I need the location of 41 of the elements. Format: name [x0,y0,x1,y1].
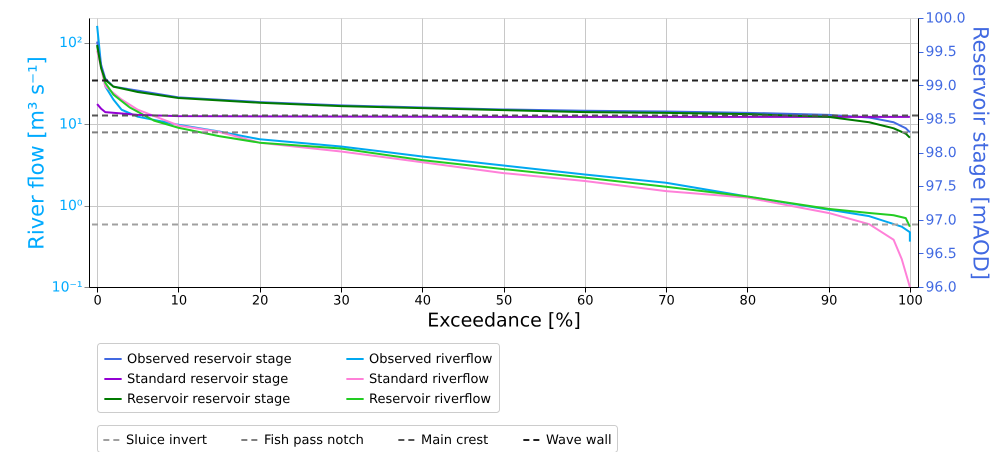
y2-tick-label: 99.0 [926,78,957,94]
legend-label: Main crest [421,433,488,448]
y2-tick-label: 97.0 [926,212,957,228]
legend-label: Observed riverflow [369,352,493,367]
x-tick-label: 30 [333,294,350,308]
line-series [96,24,911,243]
x-tick-label: 60 [577,294,594,308]
legend-label: Wave wall [546,433,612,448]
x-tick-label: 80 [740,294,756,308]
x-tick-label: 100 [898,294,923,308]
x-tick-label: 0 [93,294,102,308]
x-tick-label: 90 [820,294,838,308]
line-series [96,49,911,288]
line-series [96,103,911,118]
y2-tick-label: 98.0 [926,145,957,161]
legend-label: Standard reservoir stage [127,372,288,387]
y-tick-label: 10² [59,35,82,52]
y-tick-label: 10⁰ [59,198,83,214]
y2-tick-label: 98.5 [926,111,957,128]
x-tick-label: 10 [170,294,188,308]
y2-tick-label: 97.5 [926,178,957,195]
x-axis-title: Exceedance [%] [427,310,581,332]
legend-label: Observed reservoir stage [127,352,292,367]
legend-label: Reservoir reservoir stage [127,392,290,407]
legend-label: Fish pass notch [264,433,364,448]
line-series [96,45,911,228]
y2-tick-label: 96.5 [926,246,957,262]
legend-label: Sluice invert [126,433,207,448]
y2-tick-label: 96.0 [926,280,957,296]
y-tick-label: 10⁻¹ [52,280,82,296]
x-tick-label: 20 [252,294,268,308]
x-tick-label: 40 [414,294,431,308]
legend-label: Reservoir riverflow [369,392,492,407]
x-tick-label: 70 [658,294,675,308]
legend-label: Standard riverflow [369,372,490,387]
x-tick-label: 50 [496,294,512,308]
y-tick-label: 10¹ [59,116,82,133]
y2-tick-label: 99.5 [926,44,957,60]
y-axis-title: River flow [m³ s⁻¹] [24,56,49,250]
y2-axis-title: Reservoir stage [mAOD] [968,26,993,280]
y2-tick-label: 100.0 [926,10,966,26]
